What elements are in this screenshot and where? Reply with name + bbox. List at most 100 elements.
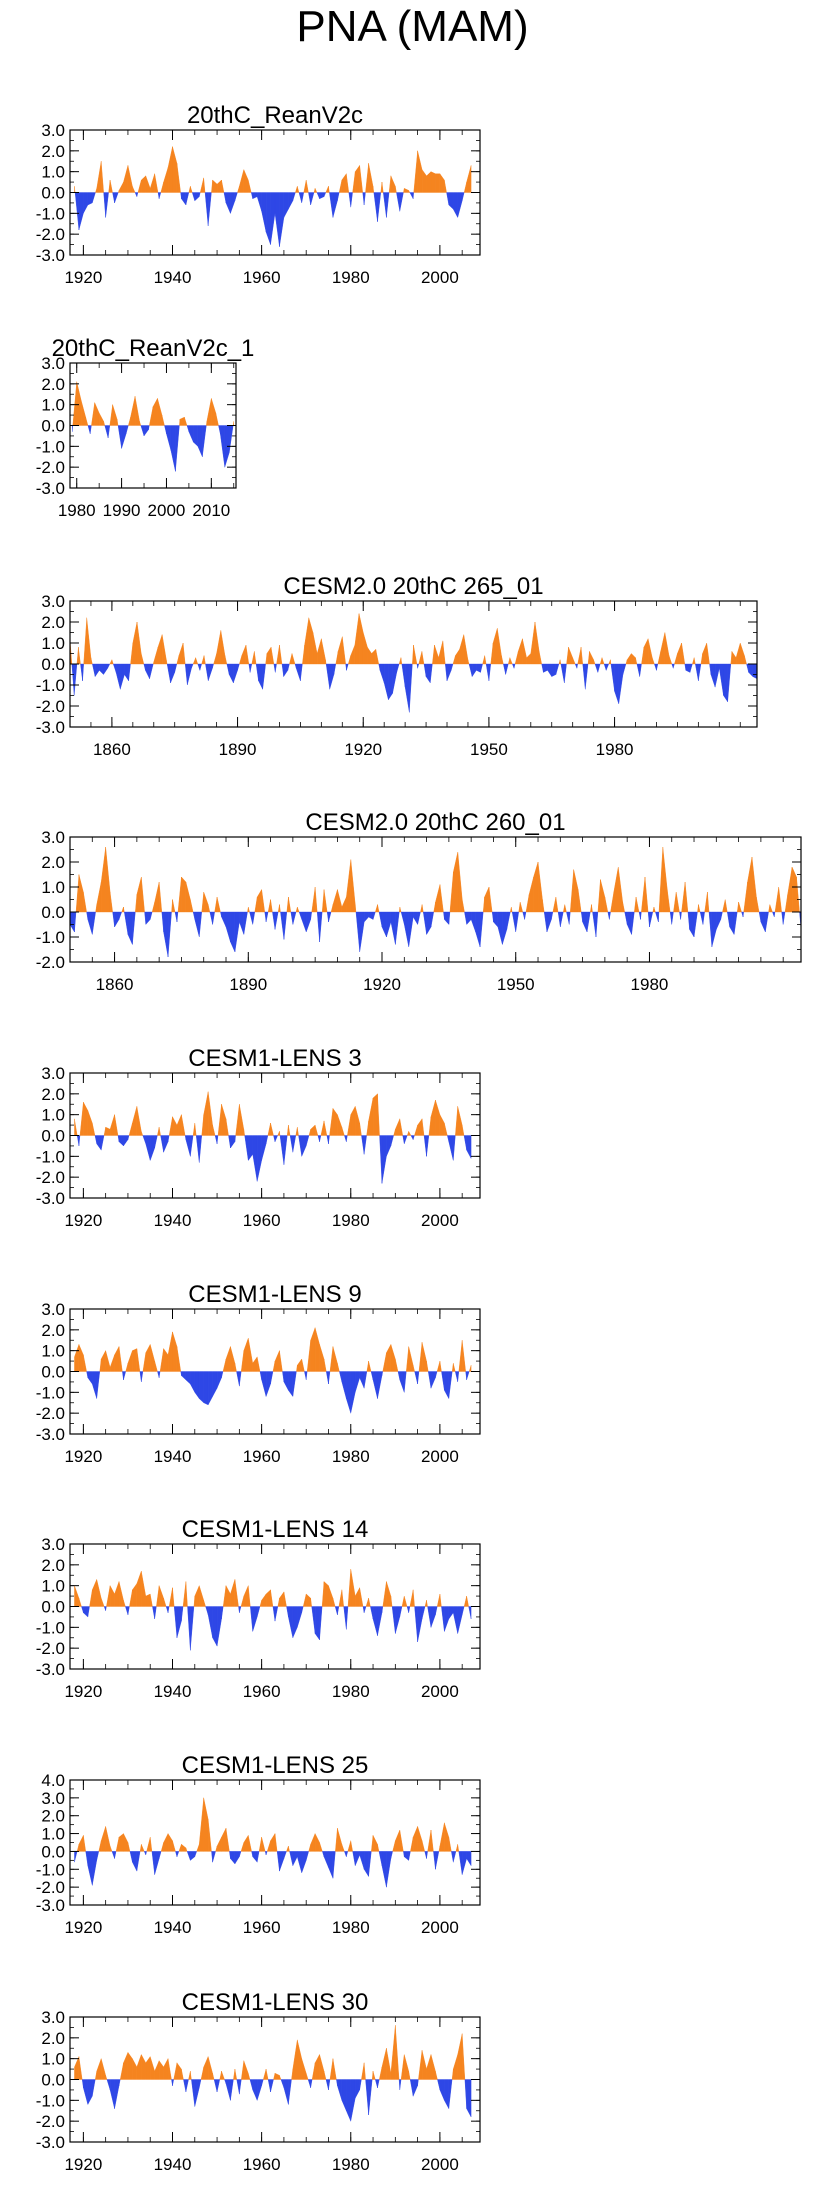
- anomaly-area-segment: [673, 663, 675, 669]
- panel-1: 20thC_ReanV2c 3.0 2.0 1.0 0.0-1.0 -2.0 -3.0 192…: [36, 102, 481, 287]
- anomaly-area-segment: [418, 2050, 423, 2080]
- anomaly-area-segment: [228, 663, 234, 683]
- anomaly-area-segment: [297, 186, 300, 193]
- anomaly-area-segment: [355, 164, 360, 193]
- anomaly-area-segment: [181, 192, 187, 206]
- anomaly-area-segment: [199, 177, 204, 193]
- anomaly-area-segment: [322, 1851, 325, 1857]
- anomaly-area-segment: [381, 1851, 387, 1888]
- anomaly-area-segment: [426, 1135, 430, 1157]
- anomaly-area-segment: [195, 1135, 200, 1163]
- anomaly-area-segment: [323, 1851, 329, 1868]
- anomaly-area-segment: [512, 663, 515, 669]
- anomaly-area-segment: [314, 1327, 320, 1372]
- anomaly-area-segment: [430, 663, 433, 683]
- anomaly-area-segment: [104, 425, 109, 439]
- anomaly-area-segment: [177, 876, 182, 913]
- anomaly-area-segment: [87, 192, 93, 206]
- anomaly-area-segment: [421, 1342, 427, 1372]
- anomaly-area-segment: [136, 1571, 142, 1607]
- x-tick-label: 1940: [154, 2155, 192, 2174]
- anomaly-area-segment: [89, 425, 92, 434]
- anomaly-area-segment: [252, 911, 256, 925]
- anomaly-area-segment: [283, 1851, 287, 1859]
- anomaly-area-segment: [207, 904, 211, 913]
- anomaly-area-segment: [329, 1346, 334, 1372]
- anomaly-area-segment: [132, 2058, 138, 2080]
- anomaly-area-segment: [132, 1106, 138, 1136]
- anomaly-area-segment: [78, 647, 81, 665]
- anomaly-area-segment: [386, 2048, 392, 2080]
- anomaly-area-segment: [243, 1129, 245, 1136]
- anomaly-area-segment: [787, 866, 793, 913]
- anomaly-area-segment: [137, 179, 142, 193]
- anomaly-area-segment: [237, 663, 240, 671]
- anomaly-area-segment: [515, 911, 519, 933]
- anomaly-area-segment: [546, 911, 552, 933]
- anomaly-area-segment: [277, 1598, 280, 1607]
- anomaly-area-segment: [163, 1347, 169, 1372]
- anomaly-area-segment: [100, 161, 104, 193]
- anomaly-area-segment: [408, 2071, 411, 2080]
- anomaly-area-segment: [167, 911, 172, 958]
- anomaly-area-segment: [267, 899, 271, 913]
- anomaly-area-segment: [326, 911, 329, 923]
- anomaly-area-segment: [236, 1371, 240, 1387]
- y-tick-label: -1.0: [36, 437, 65, 456]
- anomaly-area-segment: [74, 1118, 78, 1136]
- anomaly-area-segment: [704, 891, 708, 913]
- anomaly-area-segment: [158, 2060, 164, 2080]
- anomaly-area-segment: [78, 1344, 84, 1372]
- anomaly-area-segment: [395, 1829, 400, 1852]
- anomaly-area-segment: [181, 2069, 184, 2080]
- anomaly-area-segment: [160, 1842, 164, 1852]
- anomaly-area-segment: [229, 425, 234, 453]
- anomaly-area-segment: [733, 911, 738, 935]
- x-tick-label: 1940: [154, 1918, 192, 1937]
- anomaly-area-segment: [157, 398, 163, 426]
- anomaly-area-segment: [252, 1356, 258, 1372]
- anomaly-area-segment: [158, 192, 162, 199]
- anomaly-area-segment: [708, 911, 713, 948]
- anomaly-area-segment: [482, 655, 485, 665]
- anomaly-area-segment: [107, 663, 111, 669]
- anomaly-area-segment: [92, 2079, 96, 2097]
- anomaly-area-segment: [435, 1851, 440, 1870]
- anomaly-area-segment: [702, 911, 705, 925]
- anomaly-area-segment: [74, 1585, 80, 1607]
- anomaly-area-segment: [254, 651, 257, 665]
- anomaly-area-segment: [377, 1606, 383, 1636]
- anomaly-area-segment: [234, 192, 238, 201]
- anomaly-area-segment: [212, 911, 215, 925]
- anomaly-area-segment: [292, 1371, 297, 1397]
- anomaly-area-segment: [406, 1606, 409, 1613]
- anomaly-area-segment: [462, 899, 465, 913]
- anomaly-area-segment: [216, 1135, 219, 1144]
- anomaly-area-segment: [166, 663, 171, 683]
- y-tick-label: -2.0: [36, 225, 65, 244]
- anomaly-area-segment: [79, 1102, 84, 1136]
- anomaly-area-segment: [279, 1131, 281, 1136]
- anomaly-area-segment: [243, 1585, 249, 1607]
- anomaly-area-segment: [249, 2079, 253, 2090]
- anomaly-area-segment: [328, 2079, 331, 2090]
- anomaly-area-segment: [329, 1108, 334, 1136]
- anomaly-area-segment: [413, 645, 418, 665]
- anomaly-area-segment: [316, 638, 322, 665]
- anomaly-area-segment: [105, 2075, 108, 2080]
- anomaly-area-segment: [439, 884, 444, 913]
- anomaly-area-segment: [729, 911, 735, 936]
- anomaly-area-segment: [124, 911, 129, 935]
- anomaly-area-segment: [183, 2079, 187, 2093]
- anomaly-area-segment: [76, 1135, 80, 1146]
- anomaly-area-segment: [436, 1361, 441, 1372]
- anomaly-area-segment: [467, 659, 470, 665]
- anomaly-area-segment: [237, 186, 240, 193]
- anomaly-area-segment: [332, 1851, 336, 1879]
- anomaly-area-segment: [280, 2079, 285, 2088]
- anomaly-area-segment: [259, 1371, 262, 1380]
- anomaly-area-segment: [301, 911, 307, 933]
- anomaly-area-segment: [164, 425, 167, 434]
- anomaly-area-segment: [444, 1822, 450, 1852]
- anomaly-area-segment: [150, 1135, 155, 1161]
